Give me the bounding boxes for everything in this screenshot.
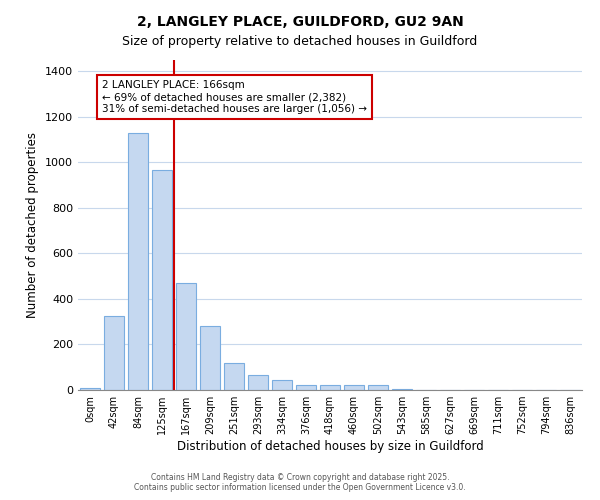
- Y-axis label: Number of detached properties: Number of detached properties: [26, 132, 40, 318]
- X-axis label: Distribution of detached houses by size in Guildford: Distribution of detached houses by size …: [176, 440, 484, 453]
- Bar: [248, 375, 268, 390]
- Bar: [368, 386, 388, 390]
- Bar: [224, 362, 244, 390]
- Text: 2, LANGLEY PLACE, GUILDFORD, GU2 9AN: 2, LANGLEY PLACE, GUILDFORD, GU2 9AN: [137, 15, 463, 29]
- Bar: [272, 380, 292, 390]
- Bar: [80, 388, 100, 390]
- Text: Size of property relative to detached houses in Guildford: Size of property relative to detached ho…: [122, 35, 478, 48]
- Bar: [392, 389, 412, 390]
- Bar: [320, 386, 340, 390]
- Bar: [152, 170, 172, 390]
- Text: Contains HM Land Registry data © Crown copyright and database right 2025.
Contai: Contains HM Land Registry data © Crown c…: [134, 473, 466, 492]
- Bar: [104, 316, 124, 390]
- Text: 2 LANGLEY PLACE: 166sqm
← 69% of detached houses are smaller (2,382)
31% of semi: 2 LANGLEY PLACE: 166sqm ← 69% of detache…: [102, 80, 367, 114]
- Bar: [344, 386, 364, 390]
- Bar: [200, 326, 220, 390]
- Bar: [296, 386, 316, 390]
- Bar: [176, 283, 196, 390]
- Bar: [128, 133, 148, 390]
